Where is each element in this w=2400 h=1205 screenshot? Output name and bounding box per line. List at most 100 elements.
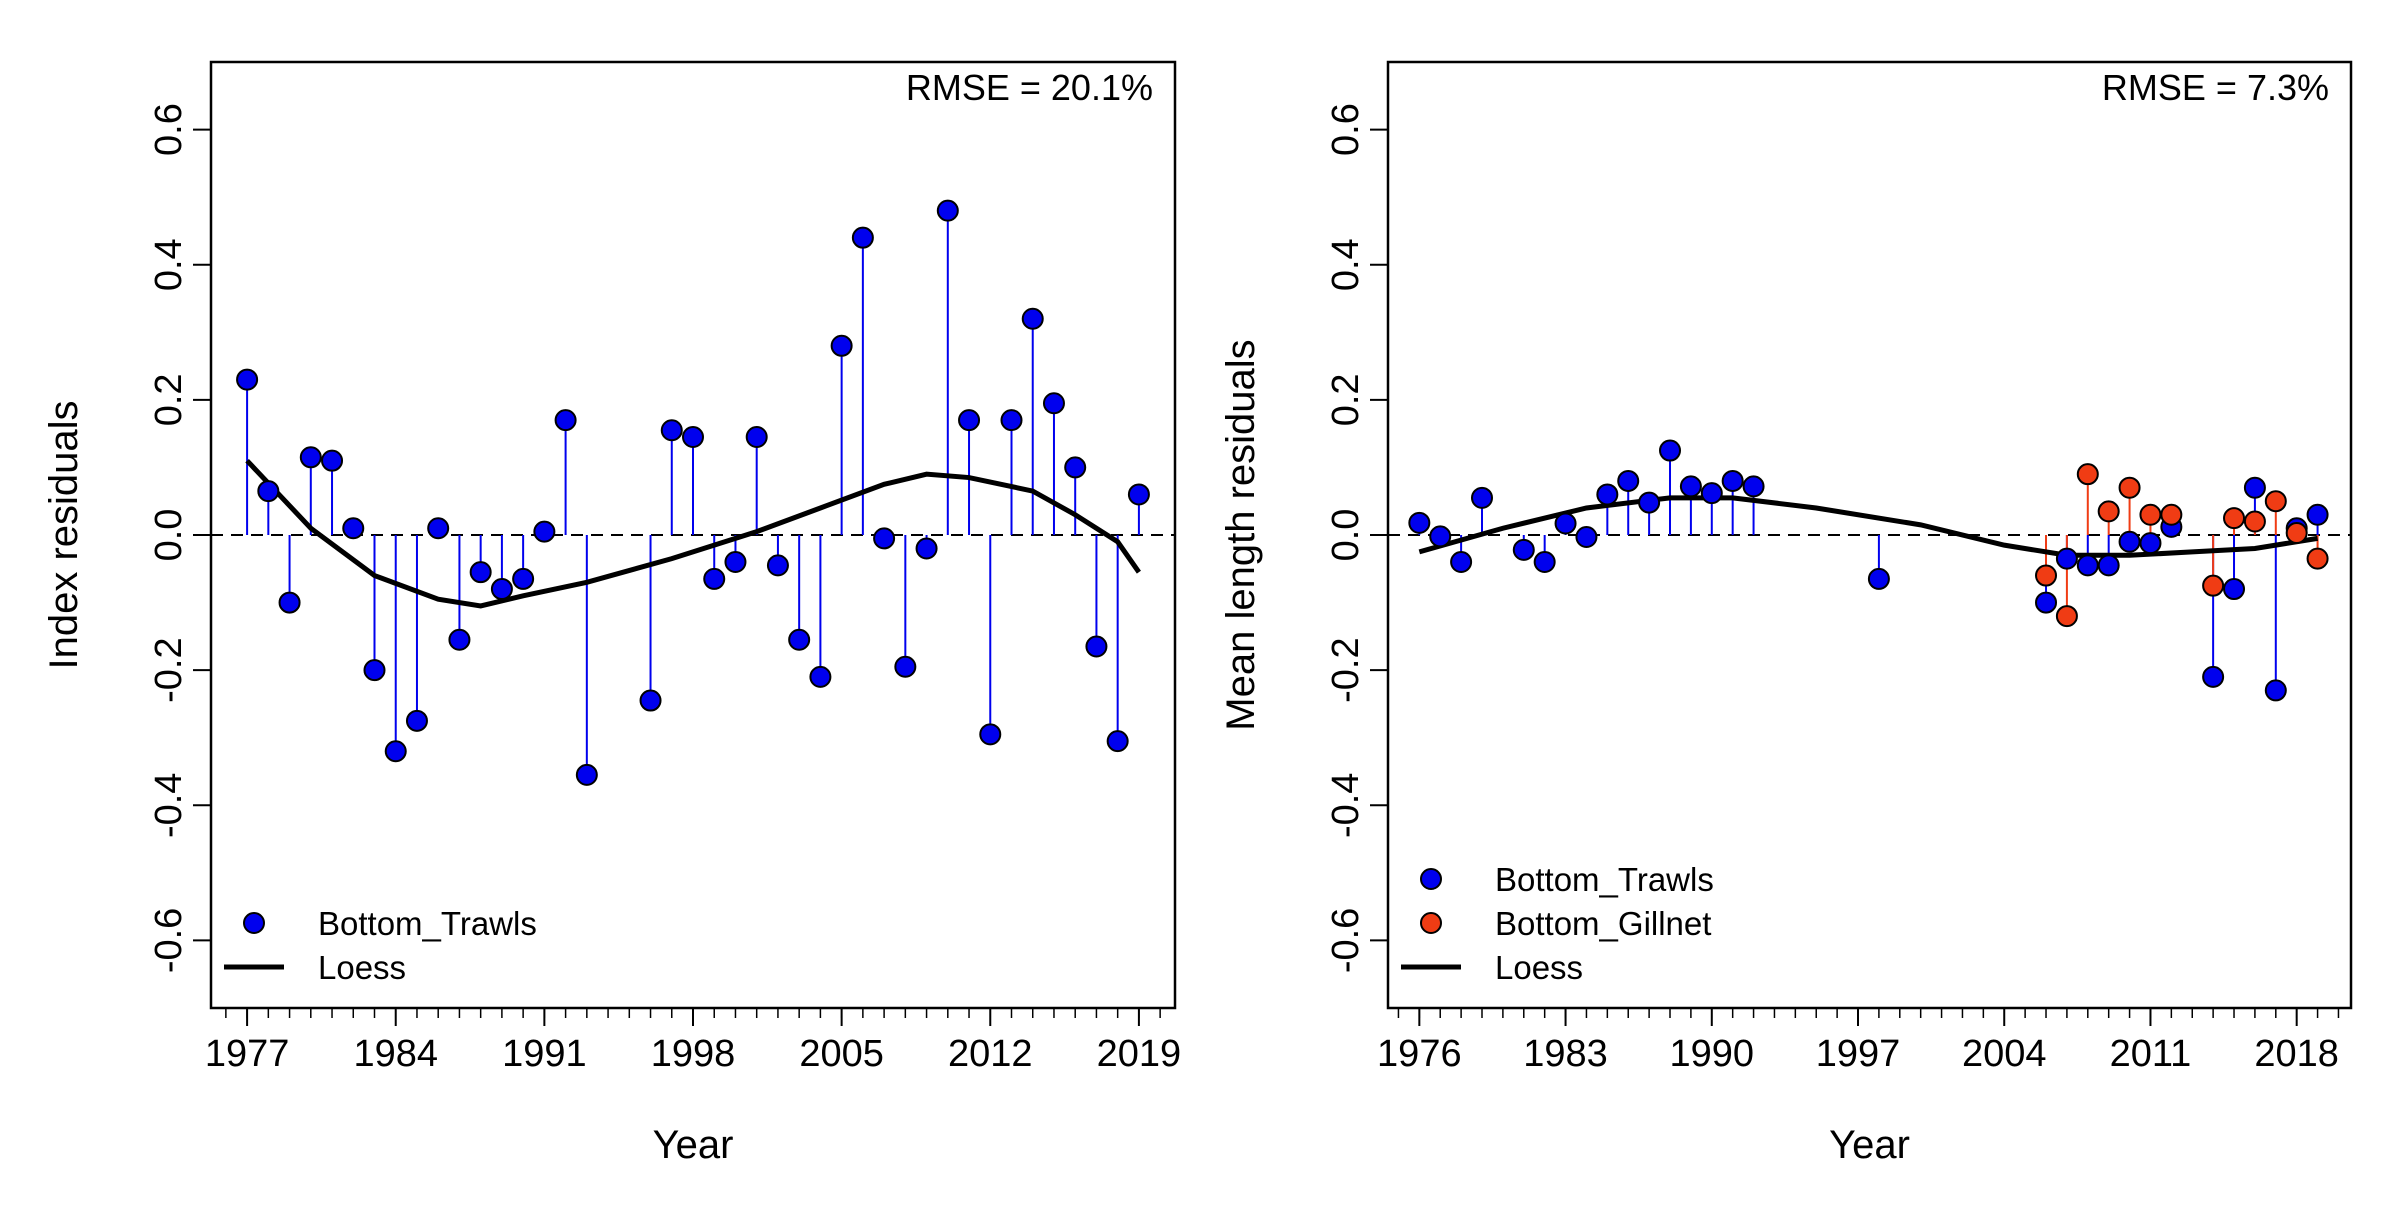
residual-point	[1429, 525, 1452, 548]
residual-point	[2035, 564, 2058, 587]
residual-point	[236, 368, 259, 391]
residual-point	[2223, 507, 2246, 530]
residual-point	[554, 409, 577, 432]
residual-point	[2076, 554, 2099, 577]
residual-point	[575, 763, 598, 786]
residual-point	[1554, 512, 1577, 535]
y-tick-label: 0.6	[148, 103, 190, 156]
residual-point	[1408, 511, 1431, 534]
residual-point	[1127, 483, 1150, 506]
x-tick-label: 1991	[502, 1033, 587, 1075]
x-tick-label: 2018	[2254, 1033, 2339, 1075]
legend-symbol	[243, 912, 265, 934]
residual-point	[1700, 482, 1723, 505]
y-tick-label: -0.6	[148, 908, 190, 973]
residual-point	[512, 567, 535, 590]
residual-point	[2243, 510, 2266, 533]
residual-point	[766, 554, 789, 577]
residual-point	[427, 517, 450, 540]
y-tick-label: -0.2	[148, 637, 190, 702]
residual-point	[724, 551, 747, 574]
x-axis-title: Year	[1829, 1123, 1910, 1167]
y-tick-label: -0.2	[1325, 637, 1367, 702]
residual-point	[1721, 469, 1744, 492]
legend-label: Loess	[1495, 949, 1583, 986]
residual-point	[2306, 503, 2329, 526]
legend-label: Bottom_Trawls	[1495, 861, 1714, 898]
residual-point	[2139, 503, 2162, 526]
x-tick-label: 1990	[1670, 1033, 1755, 1075]
residual-point	[1679, 475, 1702, 498]
residual-point	[405, 709, 428, 732]
residual-point	[2202, 574, 2225, 597]
residual-point	[2139, 532, 2162, 555]
y-tick-label: -0.6	[1325, 908, 1367, 973]
residual-point	[1742, 475, 1765, 498]
residual-point	[682, 426, 704, 449]
loess-line	[1418, 495, 2318, 558]
residual-point	[1042, 392, 1065, 415]
residual-point	[2118, 530, 2141, 553]
residual-point	[660, 419, 683, 442]
legend-label: Loess	[318, 949, 406, 986]
legend-symbol	[1420, 868, 1442, 890]
y-tick-label: 0.4	[148, 238, 190, 291]
residual-point	[788, 628, 811, 651]
x-tick-label: 2004	[1962, 1033, 2047, 1075]
residual-point	[490, 578, 513, 601]
legend-label: Bottom_Trawls	[318, 905, 537, 942]
residual-point	[2202, 665, 2225, 688]
residual-point	[915, 537, 938, 560]
x-tick-label: 2012	[948, 1033, 1033, 1075]
residual-point	[936, 199, 959, 222]
residual-point	[639, 689, 662, 712]
residual-point	[958, 409, 981, 432]
residual-point	[363, 659, 386, 682]
residual-point	[2118, 476, 2141, 499]
loess-line	[245, 458, 1141, 609]
plot-frame	[209, 60, 1177, 1010]
residual-point	[2076, 463, 2099, 486]
residual-point	[533, 520, 556, 543]
residual-point	[2035, 591, 2058, 614]
residual-point	[1450, 551, 1473, 574]
residual-point	[1638, 491, 1661, 514]
legend-label: Bottom_Gillnet	[1495, 905, 1711, 942]
residual-point	[1533, 551, 1556, 574]
x-tick-label: 1998	[651, 1033, 736, 1075]
residual-point	[2264, 679, 2287, 702]
residual-point	[1867, 567, 1890, 590]
y-tick-label: 0.2	[148, 373, 190, 426]
y-tick-label: 0.0	[148, 509, 190, 562]
residual-point	[1064, 456, 1087, 479]
residual-point	[2306, 547, 2329, 570]
y-tick-label: 0.0	[1325, 509, 1367, 562]
x-tick-label: 2011	[2110, 1033, 2192, 1075]
residual-point	[448, 628, 471, 651]
y-tick-label: -0.4	[148, 773, 190, 838]
residual-point	[1106, 730, 1129, 753]
residual-point	[1471, 486, 1494, 509]
residual-point	[1575, 526, 1598, 549]
residual-point	[1512, 538, 1535, 561]
residual-point	[2055, 547, 2078, 570]
residual-point	[299, 446, 322, 469]
x-tick-label: 1983	[1523, 1033, 1608, 1075]
residual-point	[873, 527, 896, 550]
residual-point	[2097, 500, 2120, 523]
y-axis-title: Index residuals	[42, 400, 86, 669]
residual-point	[257, 480, 280, 503]
residual-point	[384, 740, 407, 763]
x-tick-label: 2019	[1097, 1033, 1182, 1075]
residual-point	[1659, 439, 1682, 462]
residual-point	[745, 426, 768, 449]
residual-point	[979, 723, 1002, 746]
panel: 1976 1983 1990 1997 2004 2011 2018 -0.6 -0.4 -0.2…	[1219, 60, 2353, 1167]
annotation: RMSE = 7.3%	[2102, 67, 2329, 108]
residual-point	[1596, 483, 1619, 506]
residual-point	[2097, 554, 2120, 577]
x-tick-label: 2005	[799, 1033, 884, 1075]
y-tick-label: -0.4	[1325, 773, 1367, 838]
